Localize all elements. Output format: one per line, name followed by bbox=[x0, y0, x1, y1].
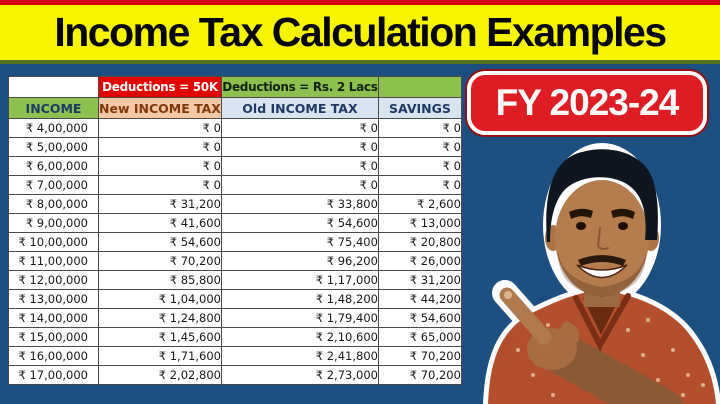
title-banner: Income Tax Calculation Examples bbox=[0, 5, 720, 60]
table-cell: ₹ 0 bbox=[98, 137, 222, 157]
table-cell: ₹ 41,600 bbox=[98, 213, 222, 233]
table-cell: ₹ 13,00,000 bbox=[8, 289, 99, 309]
table-cell: ₹ 2,73,000 bbox=[220, 365, 379, 385]
table-cell: ₹ 1,71,600 bbox=[98, 346, 222, 366]
table-row: ₹ 12,00,000 ₹ 85,800 ₹ 1,17,000 ₹ 31,200 bbox=[8, 270, 462, 290]
table-cell: ₹ 54,600 bbox=[377, 308, 462, 328]
table-cell: ₹ 65,000 bbox=[377, 327, 462, 347]
table-cell: ₹ 0 bbox=[220, 118, 379, 138]
table-cell: ₹ 31,200 bbox=[98, 194, 222, 214]
table-cell: ₹ 26,000 bbox=[377, 251, 462, 271]
table-row: ₹ 17,00,000 ₹ 2,02,800 ₹ 2,73,000 ₹ 70,200 bbox=[8, 365, 462, 385]
table-row: ₹ 16,00,000 ₹ 1,71,600 ₹ 2,41,800 ₹ 70,200 bbox=[8, 346, 462, 366]
table-cell: ₹ 44,200 bbox=[377, 289, 462, 309]
table-cell: ₹ 4,00,000 bbox=[8, 118, 99, 138]
table-cell: ₹ 9,00,000 bbox=[8, 213, 99, 233]
top-red-bar bbox=[0, 0, 720, 5]
page-title: Income Tax Calculation Examples bbox=[54, 9, 667, 55]
table-cell: ₹ 75,400 bbox=[220, 232, 379, 252]
presenter-cutout-photo bbox=[483, 143, 720, 404]
table-cell: ₹ 2,600 bbox=[377, 194, 462, 214]
table-row: ₹ 14,00,000 ₹ 1,24,800 ₹ 1,79,400 ₹ 54,600 bbox=[8, 308, 462, 328]
table-cell: ₹ 6,00,000 bbox=[8, 156, 99, 176]
table-cell: ₹ 0 bbox=[377, 137, 462, 157]
table-cell: ₹ 12,00,000 bbox=[8, 270, 99, 290]
table-cell: ₹ 11,00,000 bbox=[8, 251, 99, 271]
banner-divider bbox=[0, 60, 720, 64]
table-cell: ₹ 5,00,000 bbox=[8, 137, 99, 157]
table-row: ₹ 8,00,000 ₹ 31,200 ₹ 33,800 ₹ 2,600 bbox=[8, 194, 462, 214]
column-header-savings: SAVINGS bbox=[377, 97, 462, 119]
column-header-income: INCOME bbox=[8, 97, 99, 119]
table-cell: ₹ 0 bbox=[377, 118, 462, 138]
table-cell: ₹ 0 bbox=[377, 156, 462, 176]
table-cell: ₹ 1,17,000 bbox=[220, 270, 379, 290]
fiscal-year-badge: FY 2023-24 bbox=[467, 71, 707, 135]
table-row: ₹ 4,00,000 ₹ 0 ₹ 0 ₹ 0 bbox=[8, 118, 462, 138]
table-cell: ₹ 0 bbox=[377, 175, 462, 195]
table-cell: ₹ 70,200 bbox=[98, 251, 222, 271]
table-row: ₹ 6,00,000 ₹ 0 ₹ 0 ₹ 0 bbox=[8, 156, 462, 176]
presenter-face bbox=[545, 180, 659, 307]
table-cell: ₹ 1,45,600 bbox=[98, 327, 222, 347]
table-cell: ₹ 0 bbox=[98, 118, 222, 138]
blank-green-cell bbox=[377, 76, 462, 98]
column-header-new-tax: New INCOME TAX bbox=[98, 97, 222, 119]
column-header-old-tax: Old INCOME TAX bbox=[220, 97, 379, 119]
table-cell: ₹ 1,24,800 bbox=[98, 308, 222, 328]
table-cell: ₹ 16,00,000 bbox=[8, 346, 99, 366]
table-cell: ₹ 7,00,000 bbox=[8, 175, 99, 195]
table-cell: ₹ 0 bbox=[220, 175, 379, 195]
table-cell: ₹ 0 bbox=[220, 137, 379, 157]
table-cell: ₹ 31,200 bbox=[377, 270, 462, 290]
table-cell: ₹ 2,41,800 bbox=[220, 346, 379, 366]
table-row: ₹ 7,00,000 ₹ 0 ₹ 0 ₹ 0 bbox=[8, 175, 462, 195]
spreadsheet-table: Deductions = 50K Deductions = Rs. 2 Lacs… bbox=[8, 76, 462, 385]
table-cell: ₹ 96,200 bbox=[220, 251, 379, 271]
table-cell: ₹ 8,00,000 bbox=[8, 194, 99, 214]
table-cell: ₹ 14,00,000 bbox=[8, 308, 99, 328]
table-cell: ₹ 20,800 bbox=[377, 232, 462, 252]
blank-corner-cell bbox=[8, 76, 99, 98]
table-row: ₹ 13,00,000 ₹ 1,04,000 ₹ 1,48,200 ₹ 44,200 bbox=[8, 289, 462, 309]
table-cell: ₹ 17,00,000 bbox=[8, 365, 99, 385]
table-row: ₹ 9,00,000 ₹ 41,600 ₹ 54,600 ₹ 13,000 bbox=[8, 213, 462, 233]
column-header-row: INCOME New INCOME TAX Old INCOME TAX SAV… bbox=[8, 97, 462, 119]
fiscal-year-label: FY 2023-24 bbox=[495, 82, 680, 123]
table-cell: ₹ 2,10,600 bbox=[220, 327, 379, 347]
table-cell: ₹ 70,200 bbox=[377, 365, 462, 385]
table-cell: ₹ 10,00,000 bbox=[8, 232, 99, 252]
table-cell: ₹ 15,00,000 bbox=[8, 327, 99, 347]
table-cell: ₹ 1,48,200 bbox=[220, 289, 379, 309]
content-stage: Deductions = 50K Deductions = Rs. 2 Lacs… bbox=[0, 64, 720, 404]
table-row: ₹ 15,00,000 ₹ 1,45,600 ₹ 2,10,600 ₹ 65,000 bbox=[8, 327, 462, 347]
new-regime-deductions-header: Deductions = 50K bbox=[98, 76, 222, 98]
table-body: ₹ 4,00,000 ₹ 0 ₹ 0 ₹ 0 ₹ 5,00,000 ₹ 0 ₹ 0 ₹ 0 ₹ … bbox=[8, 118, 462, 385]
table-row: ₹ 5,00,000 ₹ 0 ₹ 0 ₹ 0 bbox=[8, 137, 462, 157]
table-cell: ₹ 33,800 bbox=[220, 194, 379, 214]
deductions-header-row: Deductions = 50K Deductions = Rs. 2 Lacs bbox=[8, 76, 462, 98]
old-regime-deductions-header: Deductions = Rs. 2 Lacs bbox=[220, 76, 379, 98]
presenter-hair bbox=[546, 149, 658, 242]
table-cell: ₹ 13,000 bbox=[377, 213, 462, 233]
table-cell: ₹ 0 bbox=[98, 156, 222, 176]
table-cell: ₹ 54,600 bbox=[98, 232, 222, 252]
table-row: ₹ 11,00,000 ₹ 70,200 ₹ 96,200 ₹ 26,000 bbox=[8, 251, 462, 271]
table-cell: ₹ 85,800 bbox=[98, 270, 222, 290]
table-row: ₹ 10,00,000 ₹ 54,600 ₹ 75,400 ₹ 20,800 bbox=[8, 232, 462, 252]
table-cell: ₹ 70,200 bbox=[377, 346, 462, 366]
table-cell: ₹ 0 bbox=[220, 156, 379, 176]
table-cell: ₹ 1,79,400 bbox=[220, 308, 379, 328]
table-cell: ₹ 54,600 bbox=[220, 213, 379, 233]
table-cell: ₹ 0 bbox=[98, 175, 222, 195]
presenter-pointing-hand bbox=[499, 287, 684, 404]
table-cell: ₹ 2,02,800 bbox=[98, 365, 222, 385]
table-cell: ₹ 1,04,000 bbox=[98, 289, 222, 309]
